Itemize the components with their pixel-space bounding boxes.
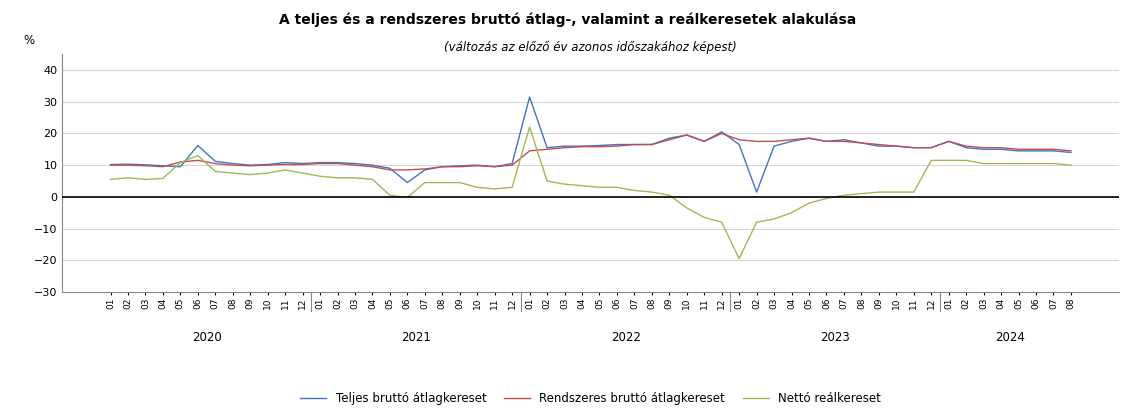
Nettó reálkereset — [103, 177, 117, 182]
Teljes bruttó átlagkereset — [767, 143, 780, 148]
Line: Rendszeres bruttó átlagkereset: Rendszeres bruttó átlagkereset — [110, 133, 1071, 170]
Teljes bruttó átlagkereset — [662, 136, 676, 141]
Rendszeres bruttó átlagkereset — [470, 163, 484, 168]
Rendszeres bruttó átlagkereset — [715, 131, 728, 136]
Rendszeres bruttó átlagkereset — [767, 139, 780, 144]
Text: 2020: 2020 — [192, 331, 222, 344]
Teljes bruttó átlagkereset — [453, 163, 467, 168]
Nettó reálkereset — [767, 216, 780, 221]
Nettó reálkereset — [453, 180, 467, 185]
Nettó reálkereset — [1064, 163, 1078, 168]
Teljes bruttó átlagkereset — [122, 162, 135, 167]
Rendszeres bruttó átlagkereset — [103, 163, 117, 168]
Nettó reálkereset — [122, 175, 135, 180]
Nettó reálkereset — [523, 125, 536, 130]
Y-axis label: %: % — [23, 34, 34, 47]
Teljes bruttó átlagkereset — [523, 95, 536, 100]
Nettó reálkereset — [715, 220, 728, 225]
Text: A teljes és a rendszeres bruttó átlag-, valamint a reálkeresetek alakulása: A teljes és a rendszeres bruttó átlag-, … — [279, 13, 857, 27]
Teljes bruttó átlagkereset — [872, 143, 886, 148]
Text: 2023: 2023 — [820, 331, 850, 344]
Text: 2021: 2021 — [401, 331, 431, 344]
Line: Teljes bruttó átlagkereset: Teljes bruttó átlagkereset — [110, 97, 1071, 192]
Teljes bruttó átlagkereset — [103, 162, 117, 167]
Rendszeres bruttó átlagkereset — [662, 137, 676, 142]
Text: 2022: 2022 — [611, 331, 641, 344]
Rendszeres bruttó átlagkereset — [872, 142, 886, 147]
Title: (változás az előző év azonos időszakához képest): (változás az előző év azonos időszakához… — [444, 41, 737, 54]
Rendszeres bruttó átlagkereset — [1064, 148, 1078, 153]
Rendszeres bruttó átlagkereset — [383, 167, 396, 172]
Rendszeres bruttó átlagkereset — [733, 137, 746, 142]
Nettó reálkereset — [662, 193, 676, 198]
Teljes bruttó átlagkereset — [1064, 150, 1078, 155]
Text: 2024: 2024 — [995, 331, 1025, 344]
Nettó reálkereset — [872, 190, 886, 195]
Teljes bruttó átlagkereset — [750, 190, 763, 195]
Nettó reálkereset — [733, 256, 746, 261]
Rendszeres bruttó átlagkereset — [122, 163, 135, 168]
Line: Nettó reálkereset: Nettó reálkereset — [110, 127, 1071, 259]
Teljes bruttó átlagkereset — [715, 129, 728, 134]
Legend: Teljes bruttó átlagkereset, Rendszeres bruttó átlagkereset, Nettó reálkereset: Teljes bruttó átlagkereset, Rendszeres b… — [295, 387, 886, 409]
